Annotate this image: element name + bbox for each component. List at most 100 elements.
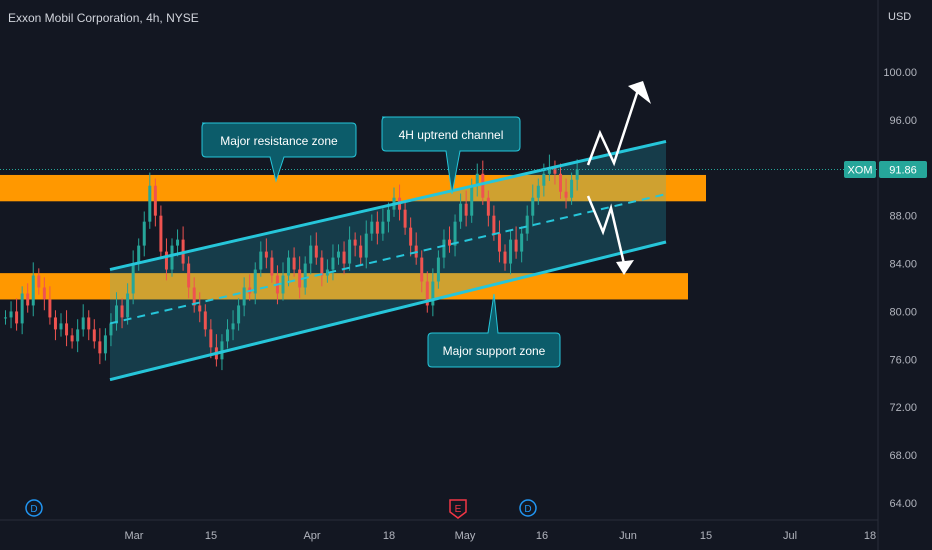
candle[interactable] [226, 319, 229, 349]
candle[interactable] [325, 259, 329, 283]
candle[interactable] [420, 250, 424, 293]
candle[interactable] [98, 328, 102, 365]
candle[interactable] [564, 178, 568, 209]
candle[interactable] [192, 277, 196, 313]
candle[interactable] [381, 208, 385, 241]
candle[interactable] [570, 172, 574, 205]
candle[interactable] [303, 256, 307, 295]
candle[interactable] [48, 286, 52, 325]
candle[interactable] [170, 238, 174, 277]
candle[interactable] [536, 178, 540, 205]
candle[interactable] [453, 214, 457, 257]
candle[interactable] [464, 190, 468, 227]
candle[interactable] [59, 313, 63, 337]
support-zone[interactable] [0, 273, 688, 300]
candle[interactable] [520, 226, 524, 263]
candle[interactable] [331, 244, 335, 281]
candle[interactable] [309, 235, 313, 275]
candle[interactable] [314, 232, 318, 265]
candle[interactable] [231, 310, 235, 341]
candle[interactable] [353, 232, 357, 257]
candle[interactable] [448, 226, 451, 253]
candle[interactable] [26, 283, 30, 313]
candle[interactable] [253, 262, 257, 305]
candle[interactable] [131, 250, 135, 305]
candle[interactable] [431, 268, 435, 317]
candle[interactable] [115, 292, 118, 331]
candle[interactable] [137, 238, 141, 271]
candle[interactable] [76, 319, 80, 353]
channel-lower-line[interactable] [109, 240, 667, 382]
candle[interactable] [531, 184, 535, 227]
candle[interactable] [109, 313, 113, 347]
candle[interactable] [103, 328, 107, 361]
candle[interactable] [176, 229, 180, 257]
candle[interactable] [15, 298, 19, 331]
candle[interactable] [525, 205, 529, 241]
candle[interactable] [292, 247, 296, 277]
candle[interactable] [203, 304, 207, 337]
candle[interactable] [42, 277, 46, 311]
candle[interactable] [364, 220, 368, 269]
candle[interactable] [20, 286, 24, 335]
candle[interactable] [142, 211, 146, 257]
candle[interactable] [9, 301, 13, 329]
candle[interactable] [287, 250, 291, 287]
candle[interactable] [386, 202, 390, 233]
candle[interactable] [553, 160, 557, 185]
candle[interactable] [320, 250, 324, 287]
candle[interactable] [409, 217, 413, 257]
candle[interactable] [242, 277, 246, 317]
candle[interactable] [370, 214, 374, 241]
dividend-marker-1[interactable]: D [25, 499, 43, 517]
candle[interactable] [153, 178, 157, 227]
candle[interactable] [264, 238, 268, 269]
candle[interactable] [37, 268, 41, 295]
support-callout[interactable]: Major support zone [427, 293, 561, 368]
candle[interactable] [259, 241, 263, 277]
earnings-marker[interactable]: E [449, 499, 467, 519]
candle[interactable] [359, 235, 363, 265]
candle[interactable] [198, 292, 202, 323]
candle[interactable] [148, 172, 152, 229]
candle[interactable] [31, 262, 35, 317]
candle[interactable] [298, 256, 302, 299]
candle[interactable] [436, 250, 440, 289]
candle[interactable] [486, 190, 490, 227]
candle[interactable] [348, 226, 352, 271]
candle[interactable] [65, 310, 69, 347]
candle[interactable] [92, 319, 96, 349]
candle[interactable] [514, 226, 518, 259]
candle[interactable] [559, 163, 562, 199]
candle[interactable] [509, 229, 513, 275]
candle[interactable] [81, 304, 85, 337]
candle[interactable] [4, 310, 7, 325]
candle[interactable] [120, 298, 124, 329]
channel-mid-line[interactable] [109, 193, 667, 325]
candle[interactable] [159, 205, 163, 259]
candle[interactable] [459, 193, 463, 229]
candle[interactable] [209, 319, 213, 359]
candle[interactable] [403, 202, 407, 235]
candle[interactable] [375, 211, 379, 245]
candle[interactable] [575, 159, 579, 191]
candle[interactable] [337, 244, 340, 265]
candle[interactable] [126, 283, 130, 325]
candle[interactable] [503, 244, 507, 271]
candle[interactable] [442, 229, 446, 269]
channel-callout[interactable]: 4H uptrend channel [381, 116, 521, 195]
candle[interactable] [87, 310, 91, 341]
candle[interactable] [187, 256, 191, 299]
candle[interactable] [237, 298, 241, 331]
candle[interactable] [70, 328, 74, 349]
channel-upper-line[interactable] [109, 139, 667, 272]
candle[interactable] [497, 220, 501, 263]
candle[interactable] [425, 271, 429, 313]
candle[interactable] [270, 250, 274, 283]
resistance-callout[interactable]: Major resistance zone [201, 122, 357, 183]
dividend-marker-2[interactable]: D [519, 499, 537, 517]
candle[interactable] [281, 262, 285, 301]
candle[interactable] [53, 310, 57, 341]
candle[interactable] [164, 238, 168, 281]
